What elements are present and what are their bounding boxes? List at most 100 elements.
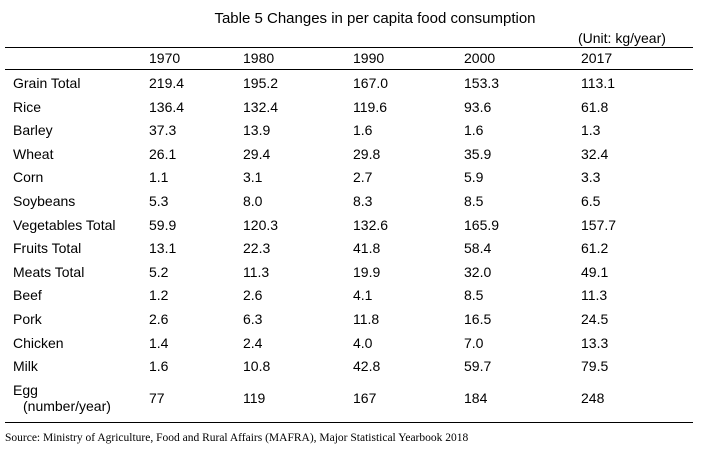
table-cell: 3.1: [243, 169, 263, 186]
table-cell: 2.4: [243, 334, 263, 351]
table-cell: 5.2: [149, 263, 169, 280]
source-note: Source: Ministry of Agriculture, Food an…: [5, 432, 469, 444]
table-cell: 32.0: [464, 263, 492, 280]
table-cell: 1.6: [464, 122, 484, 139]
table-cell: 22.3: [243, 240, 271, 257]
table-cell: 8.5: [464, 192, 484, 209]
table-cell: 5.3: [149, 192, 169, 209]
table-cell: 26.1: [149, 145, 177, 162]
table-cell: 2.6: [149, 310, 169, 327]
table-cell: 219.4: [149, 75, 185, 91]
table-row: Soybeans 5.3 8.0 8.3 8.5 6.5: [5, 193, 693, 217]
row-label: Barley: [13, 122, 53, 139]
table-cell: 6.5: [581, 192, 601, 209]
table-cell: 16.5: [464, 310, 492, 327]
table-cell: 49.1: [581, 263, 609, 280]
table-cell: 13.3: [581, 334, 609, 351]
table-cell: 2.7: [353, 169, 373, 186]
table-cell: 4.1: [353, 287, 373, 304]
table-cell: 19.9: [353, 263, 381, 280]
table-cell: 5.9: [464, 169, 484, 186]
row-label-main: Egg: [13, 381, 38, 398]
table-cell: 153.3: [464, 75, 500, 91]
table-cell: 157.7: [581, 216, 617, 233]
table-cell: 119.6: [353, 98, 387, 115]
column-header: 1980: [243, 50, 275, 66]
table-cell: 1.6: [353, 122, 373, 139]
table-cell: 10.8: [243, 358, 271, 375]
table-cell: 29.8: [353, 145, 381, 162]
table-row: Rice 136.4 132.4 119.6 93.6 61.8: [5, 99, 693, 123]
table-row: Milk 1.6 10.8 42.8 59.7 79.5: [5, 358, 693, 382]
unit-label: (Unit: kg/year): [578, 30, 666, 46]
row-label: Vegetables Total: [13, 216, 116, 233]
table-row: Grain Total 219.4 195.2 167.0 153.3 113.…: [5, 75, 693, 99]
column-header: 1990: [353, 50, 385, 66]
table-row: Fruits Total 13.1 22.3 41.8 58.4 61.2: [5, 240, 693, 264]
table-cell: 119: [243, 389, 266, 406]
row-label-unit: (number/year): [23, 397, 111, 414]
table-cell: 77: [149, 389, 165, 406]
table-cell: 7.0: [464, 334, 484, 351]
row-label: Pork: [13, 310, 42, 327]
table-cell: 13.1: [149, 240, 177, 257]
table-row: Corn 1.1 3.1 2.7 5.9 3.3: [5, 169, 693, 193]
table-cell: 35.9: [464, 145, 492, 162]
column-header: 2000: [464, 50, 496, 66]
table-row: Beef 1.2 2.6 4.1 8.5 11.3: [5, 287, 693, 311]
table-cell: 1.6: [149, 358, 169, 375]
table-cell: 61.2: [581, 240, 609, 257]
table-cell: 8.3: [353, 192, 373, 209]
table-cell: 120.3: [243, 216, 279, 233]
table-cell: 1.4: [149, 334, 169, 351]
table-cell: 165.9: [464, 216, 500, 233]
table-cell: 13.9: [243, 122, 271, 139]
table-cell: 1.1: [149, 169, 169, 186]
table-cell: 58.4: [464, 240, 492, 257]
row-label: Milk: [13, 358, 38, 375]
table-header-rule: [5, 69, 693, 70]
row-label: Rice: [13, 98, 42, 115]
table-cell: 113.1: [581, 75, 615, 91]
table-cell: 61.8: [581, 98, 609, 115]
table-cell: 41.8: [353, 240, 381, 257]
table-body: Grain Total 219.4 195.2 167.0 153.3 113.…: [5, 75, 693, 418]
table-title: Table 5 Changes in per capita food consu…: [214, 10, 536, 27]
table-cell: 132.4: [243, 98, 279, 115]
table-cell: 37.3: [149, 122, 177, 139]
row-label: Corn: [13, 169, 44, 186]
table-cell: 59.9: [149, 216, 177, 233]
table-cell: 59.7: [464, 358, 492, 375]
row-label: Wheat: [13, 145, 54, 162]
table-cell: 184: [464, 389, 488, 406]
table-cell: 11.3: [581, 287, 608, 304]
table-cell: 136.4: [149, 98, 185, 115]
table-cell: 195.2: [243, 75, 279, 91]
table-cell: 1.2: [149, 287, 169, 304]
table-cell: 24.5: [581, 310, 609, 327]
row-label: Fruits Total: [13, 240, 82, 257]
table-cell: 1.3: [581, 122, 601, 139]
table-cell: 42.8: [353, 358, 381, 375]
column-header: 2017: [581, 50, 613, 66]
table-cell: 132.6: [353, 216, 389, 233]
row-label: Soybeans: [13, 192, 76, 209]
table-cell: 2.6: [243, 287, 263, 304]
table-cell: 32.4: [581, 145, 609, 162]
table-cell: 3.3: [581, 169, 601, 186]
table-row: Egg (number/year) 77 119 167 184 248: [5, 382, 693, 418]
table-header-row: 1970 1980 1990 2000 2017: [5, 50, 693, 68]
table-cell: 8.5: [464, 287, 484, 304]
table-top-rule: [5, 47, 693, 48]
table-row: Wheat 26.1 29.4 29.8 35.9 32.4: [5, 146, 693, 170]
row-label: Egg (number/year): [13, 382, 111, 414]
table-cell: 11.3: [243, 263, 270, 280]
row-label: Beef: [13, 287, 42, 304]
table-row: Barley 37.3 13.9 1.6 1.6 1.3: [5, 122, 693, 146]
table-cell: 6.3: [243, 310, 263, 327]
table-row: Chicken 1.4 2.4 4.0 7.0 13.3: [5, 335, 693, 359]
column-header: 1970: [149, 50, 181, 66]
table-bottom-rule: [5, 422, 693, 423]
table-cell: 248: [581, 389, 605, 406]
table-cell: 8.0: [243, 192, 263, 209]
